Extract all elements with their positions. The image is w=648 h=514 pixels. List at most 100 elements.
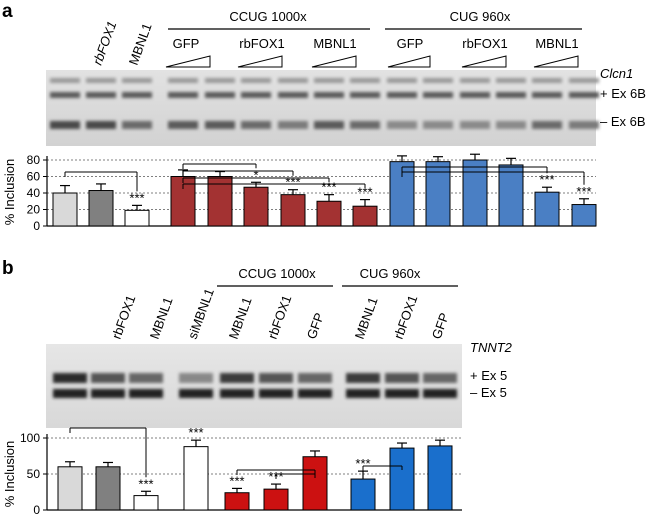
dose-wedge — [387, 55, 431, 68]
dose-wedge — [237, 55, 283, 68]
gel-band-minus — [86, 121, 116, 129]
dose-wedge — [533, 55, 579, 68]
gel-band-upper — [241, 78, 271, 83]
gel-band-upper — [168, 78, 198, 83]
lane-label-rbfox1-b: rbFOX1 — [109, 293, 139, 341]
gel-band-upper — [496, 78, 526, 83]
bar — [183, 446, 209, 511]
gel-band-upper — [460, 78, 490, 83]
bar — [316, 200, 342, 227]
gel-band-upper — [532, 78, 562, 83]
y-tick-label: 40 — [27, 186, 41, 200]
bar — [534, 191, 560, 227]
gel-band-minus — [220, 389, 254, 398]
bar — [571, 204, 597, 227]
lane-label-mbnl1-cug-b: MBNL1 — [352, 295, 381, 341]
gel-band-minus — [53, 389, 87, 398]
bar — [52, 192, 78, 227]
gel-band-plus — [220, 373, 254, 383]
band-label-plus-a: + Ex 6B — [600, 86, 646, 101]
significance-label: *** — [539, 172, 554, 187]
bar — [88, 190, 114, 227]
lane-label-gfp-cug-a: GFP — [397, 36, 424, 51]
significance-label: *** — [357, 185, 372, 200]
y-tick-label: 20 — [27, 203, 41, 217]
lane-label-mbnl1-b: MBNL1 — [147, 295, 176, 341]
bar — [57, 466, 83, 511]
gel-band-minus — [423, 121, 453, 129]
y-axis-label: % Inclusion — [2, 159, 17, 225]
bar — [302, 456, 328, 511]
gel-band-minus — [122, 121, 152, 129]
bar — [350, 478, 376, 511]
bar — [389, 447, 415, 511]
gel-bands-b — [53, 373, 457, 398]
bar — [462, 159, 488, 227]
y-tick-label: 100 — [20, 431, 40, 445]
band-label-plus-b: + Ex 5 — [470, 368, 507, 383]
bar — [263, 488, 289, 511]
gel-band-plus — [91, 373, 125, 383]
bar — [352, 205, 378, 227]
gel-band-plus — [53, 373, 87, 383]
gel-band-plus — [241, 92, 271, 98]
gel-band-plus — [423, 92, 453, 98]
gel-band-upper — [278, 78, 308, 83]
gel-band-plus — [168, 92, 198, 98]
group-label-cug-b: CUG 960x — [360, 266, 421, 281]
bar — [133, 495, 159, 511]
gel-band-upper — [122, 78, 152, 83]
gel-band-upper — [314, 78, 344, 83]
gel-band-plus — [205, 92, 235, 98]
bar — [280, 194, 306, 227]
gel-band-plus — [423, 373, 457, 383]
significance-label: *** — [229, 473, 244, 488]
lane-label-simbnl1-b: siMBNL1 — [185, 286, 217, 341]
gel-band-minus — [278, 121, 308, 129]
gel-bands-a — [50, 78, 599, 129]
panel-letter-b: b — [2, 258, 14, 279]
bar — [224, 492, 250, 511]
gel-band-plus — [387, 92, 417, 98]
y-axis-label: % Inclusion — [2, 441, 17, 507]
bar — [425, 161, 451, 227]
gel-band-upper — [387, 78, 417, 83]
gel-band-minus — [346, 389, 380, 398]
gel-band-plus — [569, 92, 599, 98]
gel-band-minus — [385, 389, 419, 398]
gel-band-plus — [259, 373, 293, 383]
y-tick-label: 0 — [33, 503, 40, 514]
gel-band-plus — [460, 92, 490, 98]
bar — [427, 445, 453, 511]
gene-label-b: TNNT2 — [470, 340, 513, 355]
gel-band-upper — [50, 78, 80, 83]
gel-band-minus — [259, 389, 293, 398]
gel-band-minus — [350, 121, 380, 129]
gel-band-minus — [314, 121, 344, 129]
bar — [95, 466, 121, 511]
gene-label-a: Clcn1 — [600, 66, 633, 81]
gel-band-minus — [569, 121, 599, 129]
gel-band-minus — [423, 389, 457, 398]
lane-label-gfp-ccug-b: GFP — [304, 311, 327, 341]
gel-band-plus — [86, 92, 116, 98]
lane-label-mbnl1-ccug-a: MBNL1 — [313, 36, 356, 51]
gel-band-minus — [496, 121, 526, 129]
dose-wedge — [165, 55, 211, 68]
significance-label: *** — [355, 456, 370, 471]
gel-band-plus — [350, 92, 380, 98]
gel-band-plus — [496, 92, 526, 98]
lane-label-rbfox1-ccug-b: rbFOX1 — [265, 293, 295, 341]
gel-image-b — [46, 344, 462, 428]
gel-band-minus — [241, 121, 271, 129]
gel-band-plus — [278, 92, 308, 98]
significance-label: *** — [188, 425, 203, 440]
significance-label: *** — [129, 190, 144, 205]
dose-wedges-a — [165, 55, 579, 68]
band-label-minus-b: – Ex 5 — [470, 385, 507, 400]
y-tick-label: 80 — [27, 153, 41, 167]
gel-band-plus — [532, 92, 562, 98]
band-label-minus-a: – Ex 6B — [600, 114, 646, 129]
